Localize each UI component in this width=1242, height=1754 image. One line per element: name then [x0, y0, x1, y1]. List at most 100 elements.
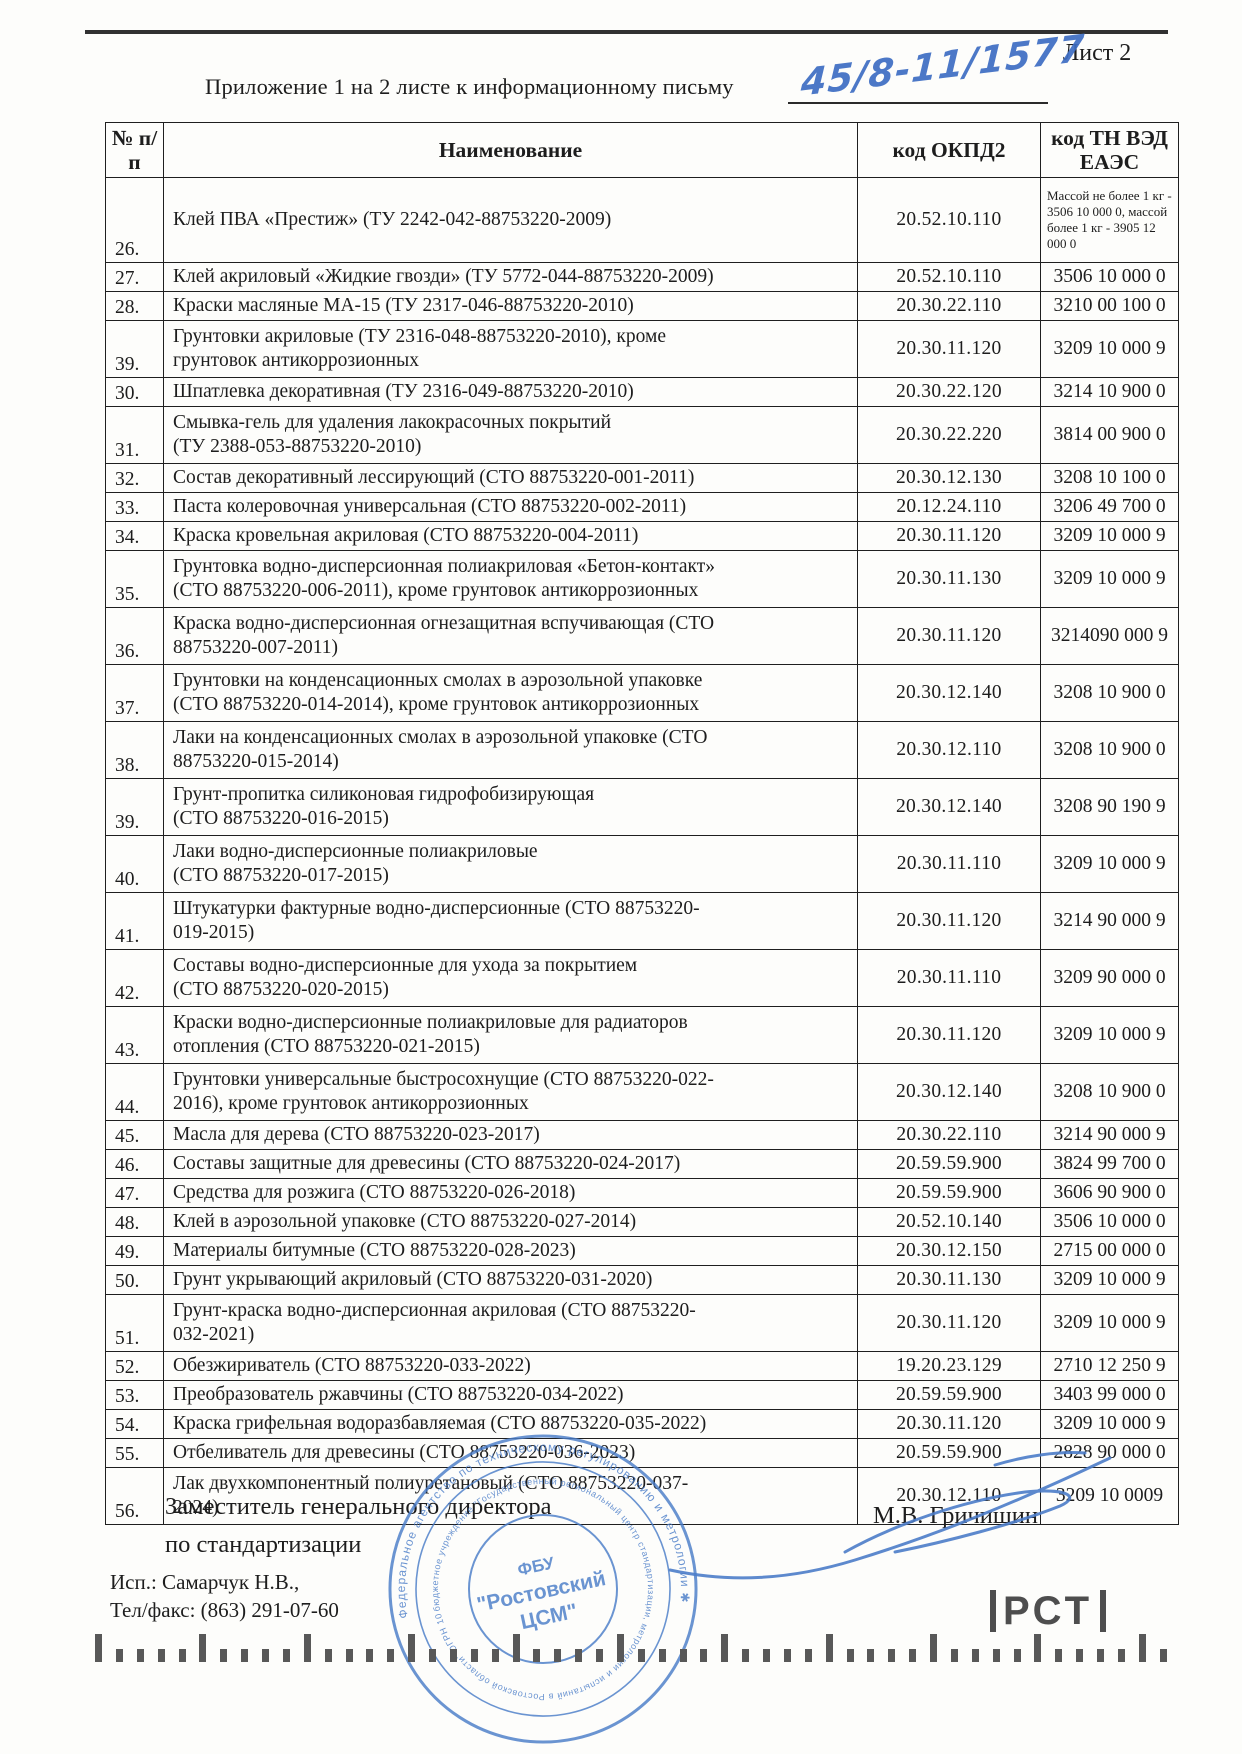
barcode-bar	[783, 1649, 791, 1662]
stamp-outer-circle	[388, 1434, 698, 1744]
tnved-code-cell: 3214090 000 9	[1040, 607, 1179, 665]
round-stamp: Федеральное агентство по техническому ре…	[352, 1400, 698, 1744]
okpd2-code-cell: 20.30.22.220	[857, 406, 1041, 464]
barcode-bar	[575, 1649, 583, 1662]
row-number-cell: 26.	[105, 177, 164, 263]
product-name-cell: Преобразователь ржавчины (СТО 88753220-0…	[163, 1380, 858, 1410]
handwritten-letter-number: 45/8-11/1577	[799, 26, 1087, 105]
okpd2-code-cell: 20.59.59.900	[857, 1149, 1041, 1179]
barcode-bar	[804, 1649, 812, 1662]
product-name-line2: 88753220-007-2011)	[173, 637, 339, 658]
product-name-line1: Составы защитные для древесины (СТО 8875…	[173, 1152, 681, 1174]
okpd2-code-cell: 20.12.24.110	[857, 492, 1041, 522]
table-row: 31. Смывка-гель для удаления лакокрасочн…	[105, 406, 1179, 464]
barcode-bar	[366, 1649, 374, 1662]
barcode-bar	[408, 1634, 416, 1662]
barcode-bar	[1117, 1649, 1125, 1662]
okpd2-code-cell: 20.52.10.140	[857, 1207, 1041, 1237]
barcode-bar	[554, 1649, 562, 1662]
row-number-cell: 27.	[105, 262, 164, 292]
tnved-code-cell: Массой не более 1 кг - 3506 10 000 0, ма…	[1040, 177, 1179, 263]
okpd2-code-cell: 20.30.22.110	[857, 1120, 1041, 1150]
row-number-cell: 55.	[105, 1438, 164, 1468]
executor-line1: Исп.: Самарчук Н.В.,	[110, 1570, 300, 1594]
table-row: 51. Грунт-краска водно-дисперсионная акр…	[105, 1294, 1179, 1352]
barcode-bar	[763, 1649, 770, 1662]
product-name-line2: (ТУ 2388-053-88753220-2010)	[173, 436, 422, 457]
row-number-cell: 47.	[105, 1178, 164, 1208]
product-name-line2: отопления (СТО 88753220-021-2015)	[173, 1036, 480, 1057]
products-table-body: 26. Клей ПВА «Престиж» (ТУ 2242-042-8875…	[105, 177, 1179, 1525]
product-name-cell: Составы защитные для древесины (СТО 8875…	[163, 1149, 858, 1179]
product-name-line1: Грунт укрывающий акриловый (СТО 88753220…	[173, 1268, 653, 1290]
barcode-bar	[596, 1649, 603, 1662]
product-name-cell: Грунтовки акриловые (ТУ 2316-048-8875322…	[163, 320, 858, 378]
okpd2-code-cell: 20.30.12.110	[857, 721, 1041, 779]
barcode-bar	[930, 1634, 937, 1662]
barcode-bar	[1034, 1634, 1042, 1662]
row-number-cell: 42.	[105, 949, 164, 1007]
product-name-cell: Грунтовка водно-дисперсионная полиакрило…	[163, 550, 858, 608]
product-name-cell: Отбеливатель для древесины (СТО 88753220…	[163, 1438, 858, 1468]
okpd2-code-cell: 20.30.12.150	[857, 1236, 1041, 1266]
table-row: 49. Материалы битумные (СТО 88753220-028…	[105, 1236, 1179, 1266]
signatory-title-line2: по стандартизации	[165, 1531, 362, 1558]
row-number-cell: 46.	[105, 1149, 164, 1179]
tnved-code-cell: 3209 10 000 9	[1040, 1294, 1179, 1352]
okpd2-code-cell: 19.20.23.129	[857, 1351, 1041, 1381]
row-number-cell: 31.	[105, 406, 164, 464]
product-name-line2: (СТО 88753220-006-2011), кроме грунтовок…	[173, 580, 699, 601]
table-row: 54. Краска грифельная водоразбавляемая (…	[105, 1409, 1179, 1439]
row-number-cell: 39.	[105, 320, 164, 378]
product-name-cell: Краски водно-дисперсионные полиакриловые…	[163, 1006, 858, 1064]
product-name-line2: 032-2021)	[173, 1324, 255, 1345]
product-name-line1: Материалы битумные (СТО 88753220-028-202…	[173, 1239, 576, 1261]
tnved-code-cell: 3210 00 100 0	[1040, 291, 1179, 321]
okpd2-code-cell: 20.30.22.120	[857, 377, 1041, 407]
barcode-bar	[1097, 1649, 1104, 1662]
tnved-code-cell: 3814 00 900 0	[1040, 406, 1179, 464]
row-number-cell: 41.	[105, 892, 164, 950]
barcode-bar	[512, 1634, 520, 1662]
tnved-code-cell: 3506 10 000 0	[1040, 262, 1179, 292]
tnved-code-cell: 3209 10 000 9	[1040, 320, 1179, 378]
product-name-line2: грунтовок антикоррозионных	[173, 350, 420, 371]
product-name-line1: Клей акриловый «Жидкие гвозди» (ТУ 5772-…	[173, 265, 714, 287]
rst-left-bar-icon	[990, 1590, 996, 1632]
barcode-bar	[616, 1634, 624, 1662]
product-name-line1: Составы водно-дисперсионные для ухода за…	[173, 954, 638, 976]
tnved-code-cell: 3403 99 000 0	[1040, 1380, 1179, 1410]
product-name-cell: Паста колеровочная универсальная (СТО 88…	[163, 492, 858, 522]
barcode-bar	[846, 1649, 854, 1662]
product-name-line1: Лаки на конденсационных смолах в аэрозол…	[173, 726, 708, 748]
row-number-cell: 38.	[105, 721, 164, 779]
product-name-cell: Краски масляные МА-15 (ТУ 2317-046-88753…	[163, 291, 858, 321]
table-row: 26. Клей ПВА «Престиж» (ТУ 2242-042-8875…	[105, 177, 1179, 263]
okpd2-code-cell: 20.59.59.900	[857, 1178, 1041, 1208]
row-number-cell: 49.	[105, 1236, 164, 1266]
product-name-line2: 019-2015)	[173, 922, 255, 943]
product-name-cell: Краска кровельная акриловая (СТО 8875322…	[163, 521, 858, 551]
barcode-bar	[429, 1649, 436, 1662]
tnved-code-cell: 2710 12 250 9	[1040, 1351, 1179, 1381]
row-number-cell: 44.	[105, 1063, 164, 1121]
table-row: 33. Паста колеровочная универсальная (СТ…	[105, 492, 1179, 522]
table-row: 34. Краска кровельная акриловая (СТО 887…	[105, 521, 1179, 551]
product-name-line1: Краски водно-дисперсионные полиакриловые…	[173, 1011, 688, 1033]
sheet-number-label: Лист 2	[1063, 40, 1132, 66]
okpd2-code-cell: 20.30.12.130	[857, 463, 1041, 493]
table-row: 38. Лаки на конденсационных смолах в аэр…	[105, 721, 1179, 779]
barcode-bar	[888, 1649, 896, 1662]
tnved-code-cell: 3208 10 100 0	[1040, 463, 1179, 493]
table-row: 35. Грунтовка водно-дисперсионная полиак…	[105, 550, 1179, 608]
product-name-line1: Штукатурки фактурные водно-дисперсионные…	[173, 897, 700, 919]
product-name-line1: Обезжириватель (СТО 88753220-033-2022)	[173, 1354, 531, 1376]
tnved-code-cell: 3208 90 190 9	[1040, 778, 1179, 836]
row-number-cell: 28.	[105, 291, 164, 321]
okpd2-code-cell: 20.30.11.120	[857, 1409, 1041, 1439]
product-name-line1: Шпатлевка декоративная (ТУ 2316-049-8875…	[173, 380, 634, 402]
table-row: 45. Масла для дерева (СТО 88753220-023-2…	[105, 1120, 1179, 1150]
table-row: 50. Грунт укрывающий акриловый (СТО 8875…	[105, 1265, 1179, 1295]
barcode-bar	[679, 1649, 687, 1662]
signatory-title-line1: Заместитель генерального директора	[165, 1493, 552, 1520]
